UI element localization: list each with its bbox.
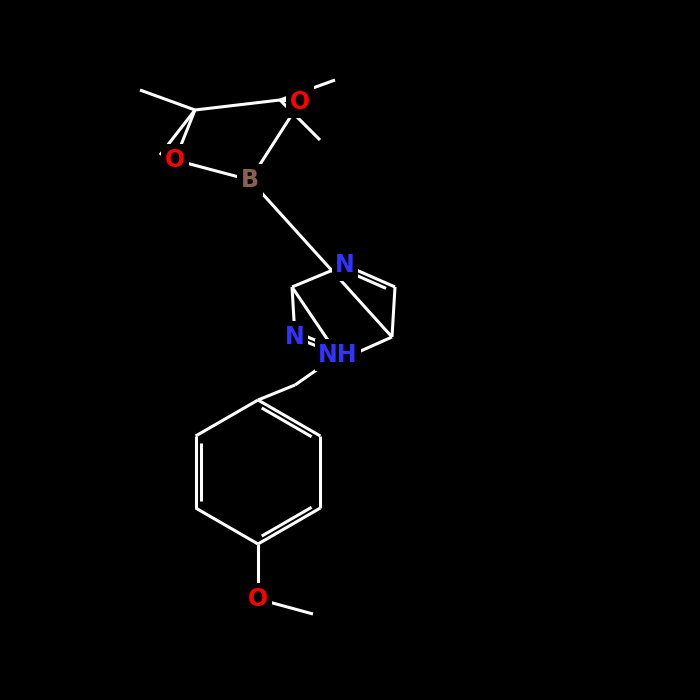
Text: B: B — [241, 168, 259, 192]
Text: O: O — [290, 90, 310, 114]
Text: N: N — [285, 325, 305, 349]
Text: NH: NH — [318, 343, 358, 367]
Text: N: N — [335, 253, 355, 277]
Text: O: O — [165, 148, 185, 172]
Text: O: O — [248, 587, 268, 611]
